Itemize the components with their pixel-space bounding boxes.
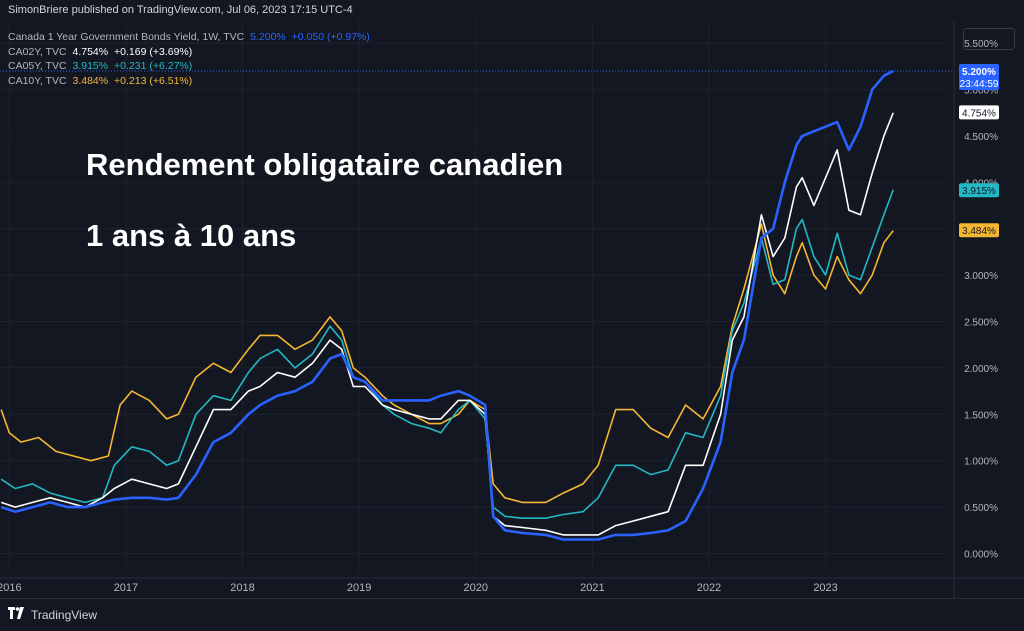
legend-overlay-ca02y[interactable]: CA02Y, TVC 4.754% +0.169 (+3.69%) (8, 45, 373, 60)
legend-symbol: CA05Y, TVC (8, 60, 67, 72)
legend-main-row[interactable]: Canada 1 Year Government Bonds Yield, 1W… (8, 30, 373, 45)
y-tick-label: 1.000% (964, 457, 998, 468)
price-badge-label: 4.754% (962, 108, 996, 119)
legend-main-value: 5.200% (250, 31, 286, 43)
price-badge-label: 3.915% (962, 186, 996, 197)
x-tick-label: 2020 (464, 582, 488, 594)
publisher-line: SimonBriere published on TradingView.com… (8, 4, 353, 16)
legend-value: 3.915% (72, 60, 109, 72)
chart-annotation-title: Rendement obligataire canadien (86, 147, 564, 182)
y-tick-label: 1.500% (964, 410, 998, 421)
y-tick-label: 2.500% (964, 318, 998, 329)
legend: Canada 1 Year Government Bonds Yield, 1W… (8, 30, 373, 88)
publish-header: SimonBriere published on TradingView.com… (0, 0, 1024, 20)
x-tick-label: 2018 (230, 582, 254, 594)
legend-symbol: CA10Y, TVC (8, 74, 67, 87)
legend-change: +0.169 (+3.69%) (114, 45, 193, 58)
series-line-ca10y (0, 223, 894, 504)
legend-symbol: CA02Y, TVC (8, 45, 67, 58)
y-tick-label: 3.000% (964, 271, 998, 282)
legend-main-name: Canada 1 Year Government Bonds Yield, 1W… (8, 31, 245, 43)
legend-main-change: +0.050 (+0.97%) (291, 31, 370, 43)
x-tick-label: 2016 (0, 582, 22, 594)
tradingview-brand[interactable]: TradingView (8, 607, 97, 622)
tradingview-brand-label: TradingView (31, 607, 98, 622)
price-badge (959, 223, 999, 238)
y-tick-label: 5.000% (964, 86, 998, 97)
price-badge (959, 64, 999, 91)
y-tick-label: 0.000% (964, 549, 998, 560)
price-badge (959, 183, 999, 198)
price-badge-label: 3.484% (962, 226, 996, 237)
legend-overlay-ca10y[interactable]: CA10Y, TVC 3.484% +0.213 (+6.51%) (8, 74, 373, 89)
legend-overlay-ca05y[interactable]: CA05Y, TVC 3.915% +0.231 (+6.27%) (8, 59, 373, 74)
legend-change: +0.213 (+6.51%) (114, 74, 193, 87)
footer-bar: TradingView (0, 598, 1024, 631)
legend-value: 4.754% (72, 45, 109, 58)
y-tick-label: 4.500% (964, 132, 998, 143)
legend-change: +0.231 (+6.27%) (114, 60, 193, 72)
price-badge-label: 5.200% (962, 67, 996, 78)
series-line-ca01y (0, 69, 894, 541)
scale-settings-button[interactable] (963, 28, 1015, 50)
y-tick-label: 5.500% (964, 39, 998, 50)
x-tick-label: 2022 (697, 582, 721, 594)
x-tick-label: 2017 (114, 582, 138, 594)
tradingview-logo-icon (8, 607, 26, 622)
chart-annotation-subtitle: 1 ans à 10 ans (86, 218, 297, 253)
price-badge-countdown: 23:44:59 (960, 79, 999, 90)
y-tick-label: 2.000% (964, 364, 998, 375)
x-tick-label: 2023 (813, 582, 837, 594)
price-badge (959, 105, 999, 120)
series-line-ca02y (0, 112, 894, 536)
legend-value: 3.484% (72, 74, 109, 87)
x-tick-label: 2019 (347, 582, 371, 594)
x-tick-label: 2021 (580, 582, 604, 594)
y-tick-label: 0.500% (964, 503, 998, 514)
